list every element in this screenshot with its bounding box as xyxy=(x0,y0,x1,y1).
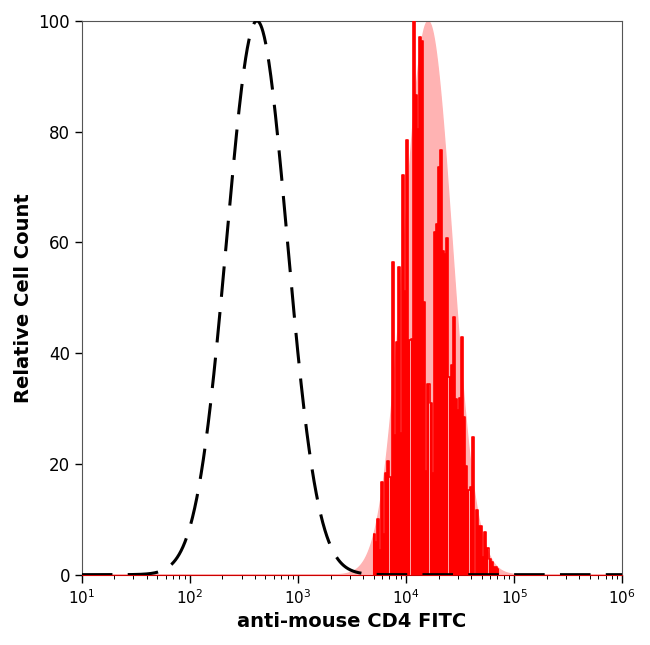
X-axis label: anti-mouse CD4 FITC: anti-mouse CD4 FITC xyxy=(237,612,467,631)
Y-axis label: Relative Cell Count: Relative Cell Count xyxy=(14,193,33,402)
